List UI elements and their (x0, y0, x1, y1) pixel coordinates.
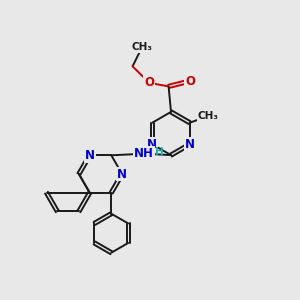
Text: CH₃: CH₃ (132, 42, 153, 52)
Text: N: N (85, 149, 95, 162)
Text: O: O (185, 74, 195, 88)
Text: N: N (117, 167, 127, 181)
Text: N: N (185, 138, 195, 151)
Text: N: N (147, 138, 157, 151)
Text: NH: NH (134, 147, 154, 160)
Text: CH₃: CH₃ (198, 111, 219, 121)
Text: O: O (144, 76, 154, 89)
Text: H: H (155, 147, 164, 157)
